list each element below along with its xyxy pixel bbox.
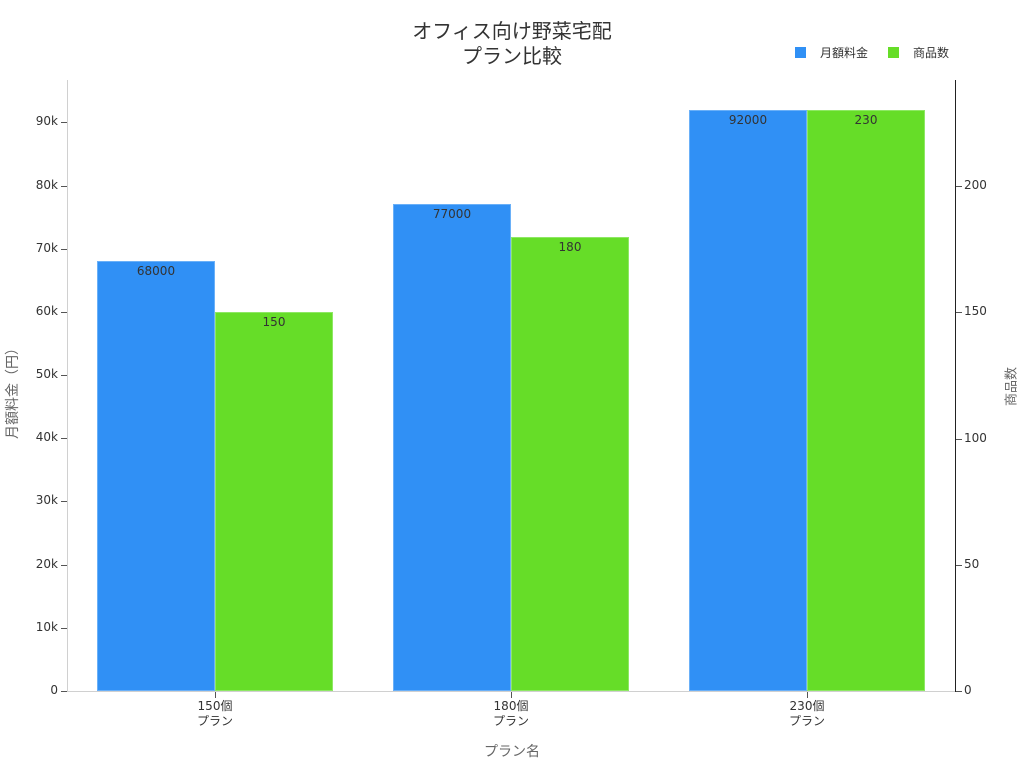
bar-item-count <box>511 236 629 691</box>
y-tick-right <box>956 438 962 440</box>
y-tick-label-left: 50k <box>35 367 58 382</box>
bar-monthly-fee <box>97 261 215 691</box>
y-tick-left <box>61 122 67 124</box>
x-tick-label: 230個 プラン <box>747 699 867 729</box>
y-tick-left <box>61 501 67 503</box>
bar-value-label: 150 <box>262 315 286 330</box>
y-tick-label-left: 0 <box>50 683 58 697</box>
x-tick <box>511 692 512 698</box>
y-tick-label-left: 30k <box>35 493 58 508</box>
bar-monthly-fee <box>393 204 511 691</box>
bar-value-label: 68000 <box>136 264 176 279</box>
legend-item-monthly-fee[interactable]: 月額料金 <box>795 44 868 61</box>
y-tick-left <box>61 185 67 187</box>
x-tick-label-line: 230個 <box>789 699 825 713</box>
y-tick-label-left: 40k <box>35 430 58 445</box>
y-tick-left <box>61 438 67 440</box>
legend-swatch-green-icon <box>888 47 900 58</box>
y-tick-label-right: 0 <box>964 683 972 697</box>
x-tick <box>807 692 808 698</box>
y-tick-left <box>61 627 67 629</box>
y-tick-right <box>956 186 962 188</box>
bar-value-label: 230 <box>854 113 878 128</box>
y-tick-label-right: 100 <box>964 430 987 445</box>
x-tick <box>215 692 216 698</box>
x-tick-label: 150個 プラン <box>155 699 275 729</box>
bar-value-label: 92000 <box>728 112 768 127</box>
legend-item-item-count[interactable]: 商品数 <box>888 44 949 61</box>
legend-swatch-blue-icon <box>795 47 806 58</box>
chart-title: オフィス向け野菜宅配 プラン比較 <box>0 19 1024 69</box>
y-tick-left <box>61 248 67 250</box>
legend-label: 月額料金 <box>820 46 869 60</box>
y-tick-label-left: 20k <box>35 556 58 571</box>
y-tick-label-right: 200 <box>964 178 987 193</box>
chart-title-line-1: オフィス向け野菜宅配 <box>412 19 612 43</box>
x-tick-label: 180個 プラン <box>451 699 571 729</box>
legend: 月額料金 商品数 <box>795 44 969 61</box>
x-axis-line <box>67 691 955 692</box>
y-tick-left <box>61 311 67 313</box>
bar-value-label: 180 <box>558 239 582 254</box>
bar-item-count <box>807 110 925 691</box>
x-axis-title: プラン名 <box>484 744 540 760</box>
y-axis-right-line <box>955 80 956 692</box>
y-tick-right <box>956 564 962 566</box>
y-tick-label-left: 60k <box>35 303 58 318</box>
y-tick-left <box>61 691 67 692</box>
y-axis-left-line <box>67 80 68 692</box>
y-axis-left-title: 月額料金（円） <box>5 341 21 439</box>
y-axis-right-title: 商品数 <box>1004 367 1020 407</box>
chart-title-line-2: プラン比較 <box>462 44 562 68</box>
bar-value-label: 77000 <box>432 207 472 222</box>
bar-item-count <box>215 312 333 691</box>
y-tick-left <box>61 375 67 377</box>
y-tick-right <box>956 312 962 314</box>
y-tick-label-left: 80k <box>35 177 58 192</box>
legend-label: 商品数 <box>913 46 950 60</box>
y-tick-label-right: 50 <box>964 556 980 571</box>
x-tick-label-line: 180個 <box>493 699 529 713</box>
y-tick-label-left: 90k <box>35 114 58 129</box>
x-tick-label-line: 150個 <box>197 699 233 713</box>
x-tick-label-line: プラン <box>196 714 233 728</box>
x-tick-label-line: プラン <box>788 714 825 728</box>
x-tick-label-line: プラン <box>492 714 529 728</box>
bar-monthly-fee <box>689 109 807 691</box>
y-tick-right <box>956 691 962 692</box>
y-tick-label-left: 10k <box>35 619 58 634</box>
y-tick-label-left: 70k <box>35 240 58 255</box>
y-tick-label-right: 150 <box>964 304 987 319</box>
y-tick-left <box>61 564 67 566</box>
